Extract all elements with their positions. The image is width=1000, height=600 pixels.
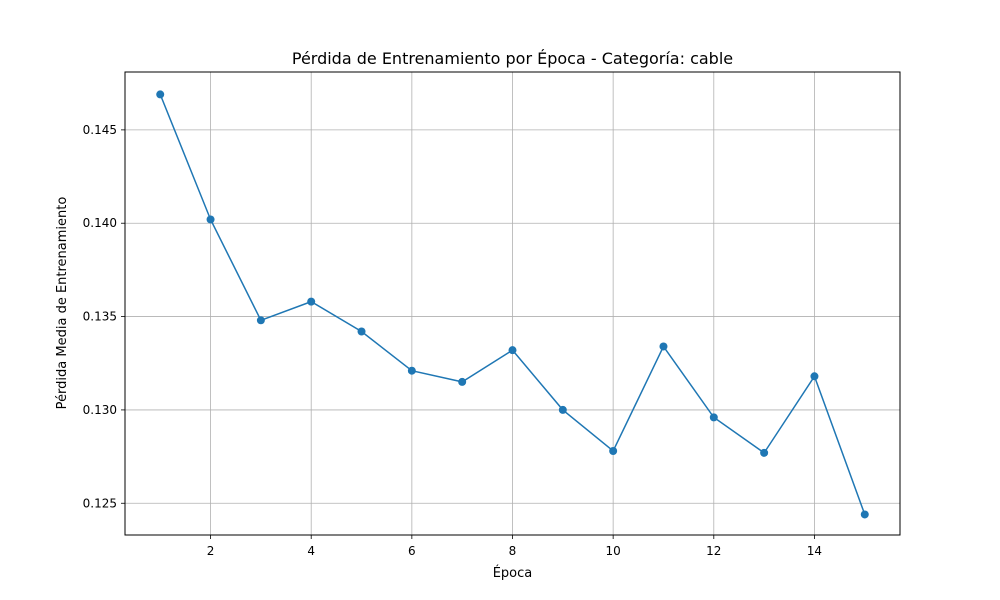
data-point	[659, 342, 668, 351]
grid	[125, 72, 900, 535]
data-point	[760, 448, 769, 457]
data-point	[156, 90, 165, 99]
data-point	[860, 510, 869, 519]
x-tick-label: 14	[807, 544, 822, 558]
data-point	[709, 413, 718, 422]
x-tick-label: 12	[706, 544, 721, 558]
data-point	[307, 297, 316, 306]
data-point	[609, 446, 618, 455]
data-point	[810, 372, 819, 381]
y-axis-label: Pérdida Media de Entrenamiento	[55, 197, 70, 410]
data-point	[407, 366, 416, 375]
data-point	[508, 346, 517, 355]
series	[156, 90, 869, 519]
data-point	[206, 215, 215, 224]
y-tick-label: 0.130	[83, 403, 117, 417]
x-tick-label: 6	[408, 544, 416, 558]
data-point	[458, 377, 467, 386]
x-tick-label: 4	[307, 544, 315, 558]
data-point	[357, 327, 366, 336]
x-tick-label: 2	[207, 544, 215, 558]
data-point	[558, 405, 567, 414]
y-tick-label: 0.125	[83, 496, 117, 510]
x-tick-label: 8	[509, 544, 517, 558]
data-point	[256, 316, 265, 325]
y-tick-label: 0.135	[83, 310, 117, 324]
x-tick-label: 10	[606, 544, 621, 558]
plot-frame	[124, 71, 901, 536]
ticks: 2 4 6 8 10 12 14 0.125 0.130 0.135 0.140 0.145	[83, 123, 822, 558]
y-tick-label: 0.140	[83, 216, 117, 230]
x-axis-label: Época	[493, 565, 533, 581]
chart-title: Pérdida de Entrenamiento por Época - Cat…	[292, 49, 733, 68]
y-tick-label: 0.145	[83, 123, 117, 137]
